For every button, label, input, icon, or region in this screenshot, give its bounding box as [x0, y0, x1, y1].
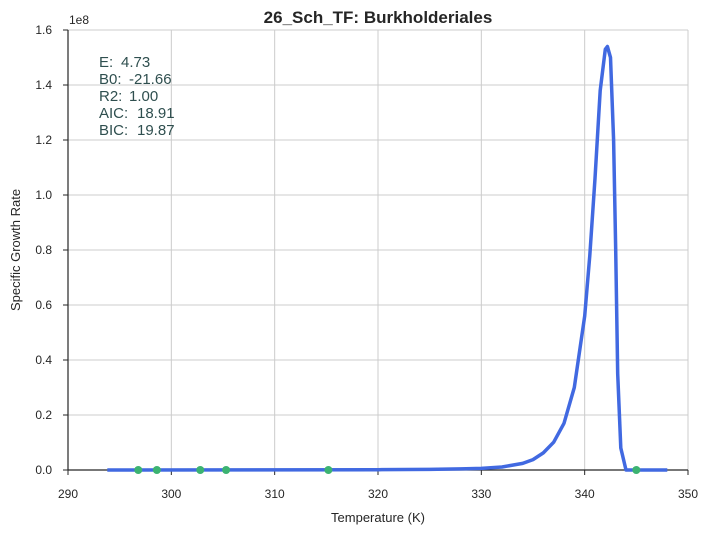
data-point — [134, 466, 143, 474]
stat-value: 19.87 — [137, 122, 175, 139]
tick-labels: 290 300 310 320 330 340 350 0.0 0.2 0.4 0.6 0.8 1.0 1… — [35, 23, 698, 501]
y-tick-label: 0.4 — [35, 353, 52, 367]
x-tick-label: 340 — [575, 487, 595, 501]
stat-value: 1.00 — [129, 88, 158, 105]
y-tick-label: 1.2 — [35, 133, 52, 147]
x-tick-label: 310 — [265, 487, 285, 501]
stat-value: -21.66 — [129, 71, 172, 88]
x-tick-label: 290 — [58, 487, 78, 501]
x-tick-label: 320 — [368, 487, 388, 501]
data-point — [196, 466, 205, 474]
y-tick-label: 0.8 — [35, 243, 52, 257]
data-point — [152, 466, 161, 474]
data-series — [107, 44, 668, 474]
y-tick-label: 1.4 — [35, 78, 52, 92]
y-tick-label: 0.2 — [35, 408, 52, 422]
fitted-curve-line — [107, 44, 668, 472]
x-tick-label: 330 — [471, 487, 491, 501]
x-tick-label: 300 — [161, 487, 181, 501]
y-tick-label: 0.6 — [35, 298, 52, 312]
y-tick-label: 0.0 — [35, 463, 52, 477]
data-point — [632, 466, 641, 474]
x-tick-label: 350 — [678, 487, 698, 501]
stat-label: R2: — [99, 88, 122, 105]
x-axis-label: Temperature (K) — [331, 510, 425, 525]
stat-label: B0: — [99, 71, 122, 88]
stat-label: E: — [99, 54, 113, 71]
grid-lines — [68, 29, 689, 470]
data-point — [324, 466, 333, 474]
y-offset-label: 1e8 — [69, 13, 89, 27]
y-tick-label: 1.6 — [35, 23, 52, 37]
chart-title: 26_Sch_TF: Burkholderiales — [264, 8, 493, 27]
y-tick-label: 1.0 — [35, 188, 52, 202]
data-point — [222, 466, 231, 474]
y-axis-label: Specific Growth Rate — [8, 189, 23, 311]
stat-value: 18.91 — [137, 105, 175, 122]
stat-value: 4.73 — [121, 54, 150, 71]
stat-label: AIC: — [99, 105, 128, 122]
stat-label: BIC: — [99, 122, 128, 139]
